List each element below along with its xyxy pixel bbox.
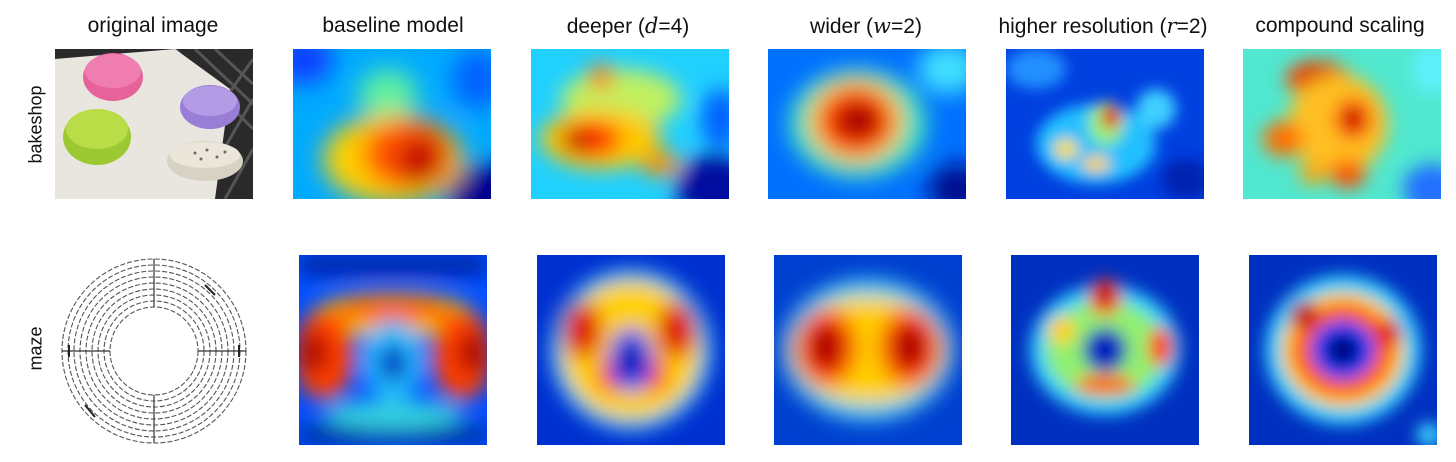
bakeshop-higher-resolution-heatmap bbox=[1006, 49, 1204, 199]
bakeshop-compound-heatmap bbox=[1243, 49, 1441, 199]
column-title-variable: d bbox=[644, 14, 659, 38]
maze-wider-heatmap bbox=[774, 255, 962, 445]
column-title-suffix: =2) bbox=[891, 15, 922, 38]
column-title-text: deeper ( bbox=[566, 15, 645, 38]
column-title-baseline: baseline model bbox=[322, 14, 463, 38]
column-title-higher-resolution: higher resolution (r=2) bbox=[998, 14, 1207, 39]
maze-original-image bbox=[55, 255, 253, 445]
maze-compound-heatmap bbox=[1249, 255, 1437, 445]
bakeshop-wider-heatmap bbox=[768, 49, 966, 199]
column-title-original: original image bbox=[88, 14, 219, 38]
row-label-bakeshop: bakeshop bbox=[25, 85, 46, 164]
column-title-compound: compound scaling bbox=[1255, 14, 1424, 38]
column-title-text: compound scaling bbox=[1255, 14, 1425, 37]
column-title-text: higher resolution ( bbox=[998, 15, 1167, 38]
maze-higher-resolution-heatmap bbox=[1011, 255, 1199, 445]
column-title-text: wider ( bbox=[810, 15, 874, 38]
column-title-variable: r bbox=[1166, 14, 1177, 38]
maze-deeper-heatmap bbox=[537, 255, 725, 445]
column-title-wider: wider (w=2) bbox=[810, 14, 922, 39]
row-label-maze: maze bbox=[25, 326, 46, 371]
column-title-text: baseline model bbox=[322, 14, 464, 37]
maze-baseline-heatmap bbox=[299, 255, 487, 445]
column-title-suffix: =2) bbox=[1176, 15, 1208, 38]
column-title-text: original image bbox=[87, 14, 219, 37]
column-title-suffix: =4) bbox=[658, 15, 690, 38]
bakeshop-deeper-heatmap bbox=[531, 49, 729, 199]
column-title-deeper: deeper (d=4) bbox=[567, 14, 690, 39]
bakeshop-baseline-heatmap bbox=[293, 49, 491, 199]
bakeshop-original-image bbox=[55, 49, 253, 199]
column-title-variable: w bbox=[873, 14, 892, 38]
